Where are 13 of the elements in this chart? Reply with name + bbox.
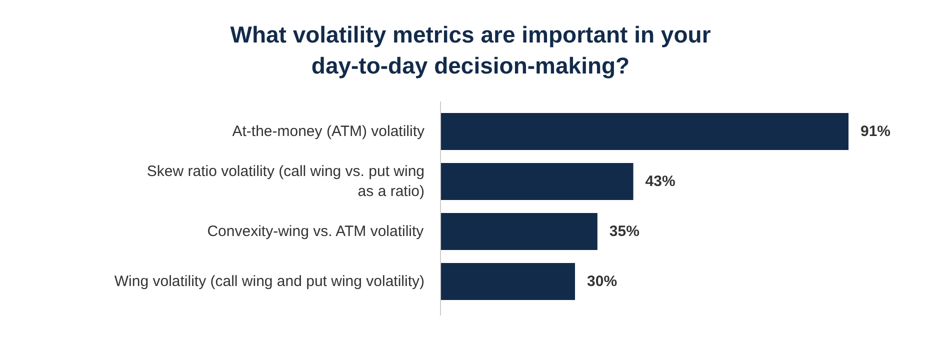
bar (440, 213, 598, 250)
chart-title: What volatility metrics are important in your day-to-day decision-making? (230, 22, 711, 78)
data-label: 43% (645, 173, 676, 190)
data-label: 91% (860, 123, 891, 140)
bar (440, 163, 634, 200)
y-tick-label: Convexity-wing vs. ATM volatility (207, 223, 424, 240)
data-label: 35% (609, 223, 640, 240)
bar (440, 263, 576, 300)
y-tick-label: At-the-money (ATM) volatility (232, 123, 425, 140)
bar (440, 113, 848, 150)
y-tick-label: Wing volatility (call wing and put wing volatility) (114, 273, 425, 290)
data-label: 30% (587, 273, 618, 290)
y-tick-label: Skew ratio volatility (call wing vs. put wing as a ratio) (146, 163, 425, 200)
